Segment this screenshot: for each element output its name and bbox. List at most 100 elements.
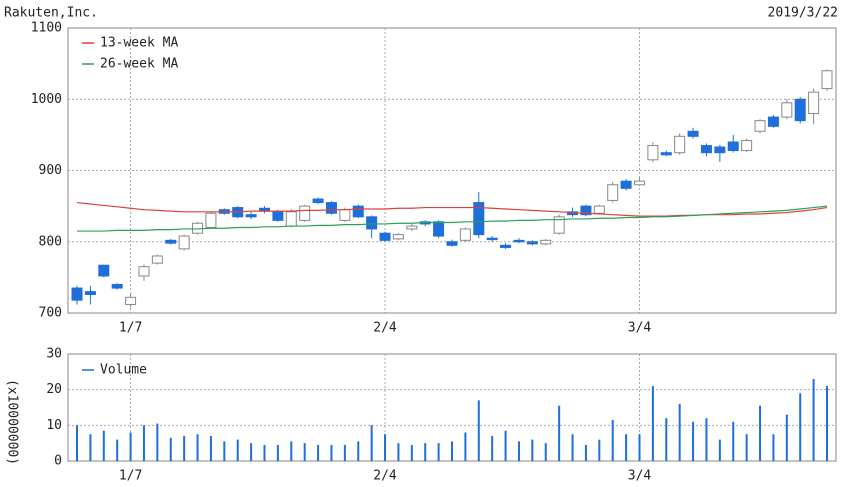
volume-bar <box>598 439 601 461</box>
volume-bar <box>651 386 654 461</box>
volume-bar <box>745 434 748 461</box>
x-tick-label: 2/4 <box>373 469 397 484</box>
candle-body <box>647 145 659 161</box>
volume-bar <box>759 405 762 461</box>
candle-body <box>526 241 538 245</box>
volume-bar <box>236 439 239 461</box>
volume-bar <box>276 444 279 461</box>
volume-bar <box>303 443 306 461</box>
volume-bar <box>491 436 494 461</box>
volume-bar <box>263 444 266 461</box>
candle-body <box>84 291 96 295</box>
legend-label: Volume <box>100 363 147 378</box>
y-tick-label: 700 <box>39 306 62 321</box>
candle-body <box>299 205 311 221</box>
volume-bar <box>678 403 681 461</box>
chart-title: Rakuten,Inc. <box>4 6 98 21</box>
chart-date: 2019/3/22 <box>768 6 838 21</box>
candle-body <box>325 202 337 214</box>
candle-body <box>540 239 552 245</box>
volume-bar <box>785 414 788 461</box>
volume-bar <box>196 434 199 461</box>
candle-body <box>580 205 592 216</box>
y-tick-label: 20 <box>46 382 62 397</box>
candle-body <box>459 228 471 241</box>
candle-body <box>406 225 418 230</box>
x-tick-label: 1/7 <box>119 469 142 484</box>
volume-bar <box>799 393 802 461</box>
volume-bar <box>169 437 172 461</box>
candle-body <box>700 145 712 154</box>
candle-body <box>808 91 820 114</box>
volume-bar <box>142 425 145 461</box>
candle-body <box>151 255 163 264</box>
candle-body <box>125 296 137 305</box>
volume-bar <box>477 400 480 461</box>
volume-bar <box>384 434 387 461</box>
legend-label: 13-week MA <box>100 36 178 51</box>
candle-body <box>674 135 686 154</box>
candle-body <box>165 239 177 244</box>
volume-bar <box>611 419 614 461</box>
volume-bar <box>718 439 721 461</box>
volume-bar <box>558 405 561 461</box>
volume-bar <box>517 441 520 461</box>
y-tick-label: 800 <box>39 234 62 249</box>
volume-bar <box>692 421 695 461</box>
candle-body <box>754 120 766 132</box>
candle-body <box>111 284 123 289</box>
volume-bar <box>705 418 708 461</box>
volume-bar <box>410 444 413 461</box>
candle-body <box>794 98 806 122</box>
volume-bar <box>116 439 119 461</box>
candle-body <box>272 210 284 221</box>
candle-body <box>553 216 565 234</box>
x-tick-label: 1/7 <box>119 321 142 336</box>
candle-body <box>634 180 645 186</box>
candle-body <box>98 264 110 277</box>
candle-body <box>366 216 378 230</box>
candle-body <box>821 70 833 90</box>
volume-bar <box>504 430 507 461</box>
volume-bar <box>584 444 587 461</box>
legend-label: 26-week MA <box>100 57 178 72</box>
candle-body <box>205 212 217 228</box>
volume-bar <box>464 432 467 461</box>
volume-bar <box>665 418 668 461</box>
volume-bar <box>732 421 735 461</box>
volume-bar <box>102 430 105 461</box>
candle-body <box>607 184 619 201</box>
volume-bar <box>397 443 400 461</box>
volume-bar <box>638 434 641 461</box>
volume-bar <box>343 444 346 461</box>
volume-bar <box>812 378 815 461</box>
y-tick-label: 1100 <box>31 21 62 36</box>
candle-body <box>392 234 404 240</box>
volume-bar <box>437 443 440 461</box>
volume-bar <box>357 441 360 461</box>
candle-body <box>178 235 190 250</box>
candle-body <box>727 141 739 152</box>
volume-bar <box>183 436 186 461</box>
plot-frame <box>67 27 837 314</box>
y-tick-label: 10 <box>46 418 62 433</box>
candle-body <box>781 102 793 118</box>
x-tick-label: 3/4 <box>628 321 652 336</box>
candle-body <box>473 202 485 236</box>
candle-body <box>312 198 324 204</box>
y-tick-label: 0 <box>54 454 62 469</box>
volume-bar <box>250 443 253 461</box>
candle-body <box>339 209 351 221</box>
x-tick-label: 3/4 <box>628 469 652 484</box>
candle-body <box>486 237 498 241</box>
candle-body <box>138 266 150 277</box>
candle-body <box>687 130 699 137</box>
candle-body <box>433 221 445 237</box>
candle-body <box>620 180 632 189</box>
volume-bar <box>317 444 320 461</box>
volume-bar <box>531 439 534 461</box>
candle-body <box>352 205 364 218</box>
candle-body <box>285 211 297 227</box>
volume-bar <box>129 432 132 461</box>
